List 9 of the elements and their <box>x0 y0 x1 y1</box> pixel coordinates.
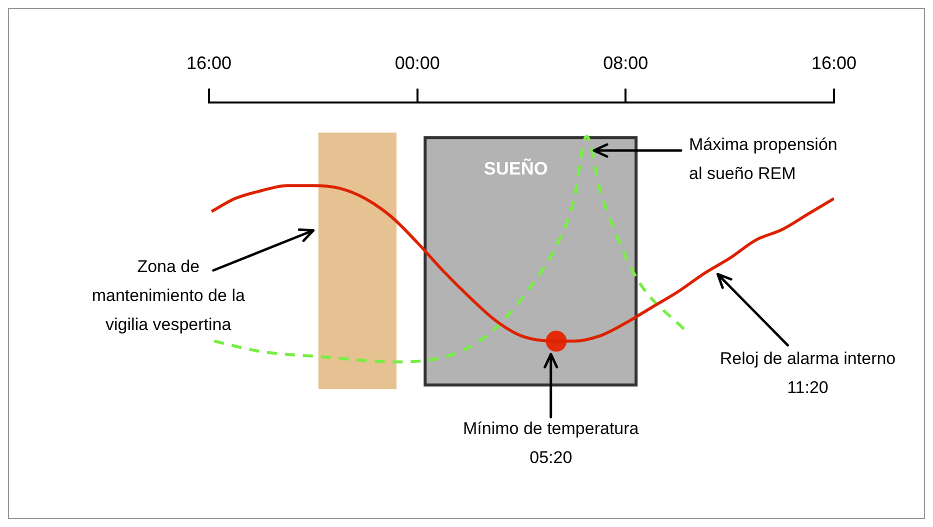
x-tick-label: 16:00 <box>811 52 857 73</box>
x-tick-label: 16:00 <box>186 52 232 73</box>
band-label: SUEÑO <box>484 158 548 179</box>
annotation: Máxima propensión al sueño REM <box>689 135 838 184</box>
annotation: Zona de mantenimiento de la vigilia vespertina <box>92 257 246 334</box>
text: Mínimo de temperatura 05:20 <box>463 418 640 467</box>
x-tick-label: 08:00 <box>603 52 648 73</box>
x-tick-label: 00:00 <box>394 52 440 73</box>
annotation: Reloj de alarma interno 11:20 <box>720 348 896 397</box>
